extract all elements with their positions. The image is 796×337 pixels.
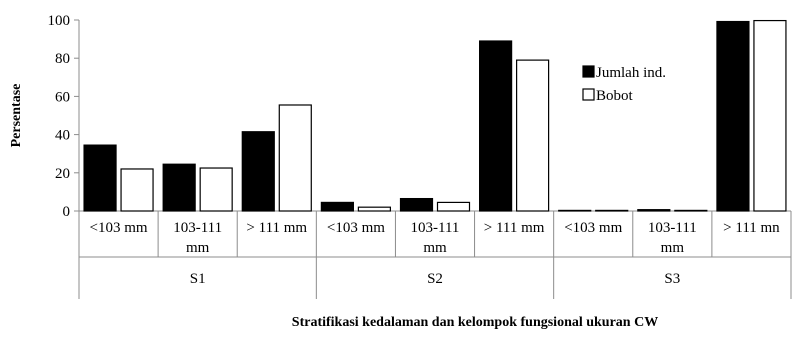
bar-bobot bbox=[120, 168, 154, 212]
bar-jumlah bbox=[241, 131, 275, 212]
category-label: mm bbox=[423, 240, 447, 256]
category-label: > 111 mn bbox=[723, 220, 780, 236]
legend-swatch-jumlah bbox=[582, 65, 595, 78]
category-label: 103-111 bbox=[173, 220, 222, 236]
legend-label-jumlah: Jumlah ind. bbox=[596, 65, 666, 81]
category-label: > 111 mm bbox=[246, 220, 307, 236]
bar-jumlah bbox=[716, 20, 750, 212]
bar-jumlah bbox=[399, 197, 434, 212]
bar-jumlah bbox=[162, 163, 196, 212]
y-tick-label: 40 bbox=[55, 128, 70, 144]
group-label: S3 bbox=[664, 271, 680, 287]
bar-bobot bbox=[436, 201, 471, 212]
legend-label-bobot: Bobot bbox=[596, 88, 634, 104]
x-axis-title: Stratifikasi kedalaman dan kelompok fung… bbox=[292, 315, 658, 330]
legend-swatch-bobot bbox=[582, 88, 595, 101]
bar-jumlah bbox=[558, 209, 592, 212]
bar-bobot bbox=[674, 209, 708, 212]
category-label: mm bbox=[186, 240, 210, 256]
y-tick-label: 60 bbox=[55, 89, 70, 105]
y-tick-label: 100 bbox=[48, 13, 71, 29]
bar-bobot bbox=[199, 167, 233, 212]
bars-layer bbox=[83, 19, 787, 212]
axes-layer bbox=[74, 19, 792, 299]
bar-bobot bbox=[516, 59, 550, 212]
category-label: <103 mm bbox=[90, 220, 148, 236]
y-tick-label: 0 bbox=[63, 204, 71, 220]
category-label: > 111 mm bbox=[484, 220, 545, 236]
bar-jumlah bbox=[320, 201, 354, 212]
bar-jumlah bbox=[479, 40, 513, 212]
category-label: 103-111 bbox=[411, 220, 460, 236]
labels-layer: 0 20 40 60 80 100 <103 mm 103-111 mm > 111 mm <103… bbox=[9, 13, 780, 330]
y-tick-label: 80 bbox=[55, 51, 70, 67]
bar-jumlah bbox=[637, 209, 671, 212]
bar-bobot bbox=[753, 19, 787, 212]
bar-jumlah bbox=[83, 144, 117, 212]
group-label: S1 bbox=[190, 271, 206, 287]
category-label: 103-111 bbox=[648, 220, 697, 236]
bar-bobot bbox=[595, 209, 629, 212]
category-label: mm bbox=[661, 240, 685, 256]
y-axis-title: Persentase bbox=[9, 84, 24, 148]
legend: Jumlah ind. Bobot bbox=[582, 65, 666, 104]
group-label: S2 bbox=[427, 271, 443, 287]
category-label: <103 mm bbox=[327, 220, 385, 236]
bar-bobot bbox=[278, 104, 312, 212]
category-label: <103 mm bbox=[564, 220, 622, 236]
y-tick-label: 20 bbox=[55, 166, 70, 182]
bar-bobot bbox=[357, 206, 391, 212]
